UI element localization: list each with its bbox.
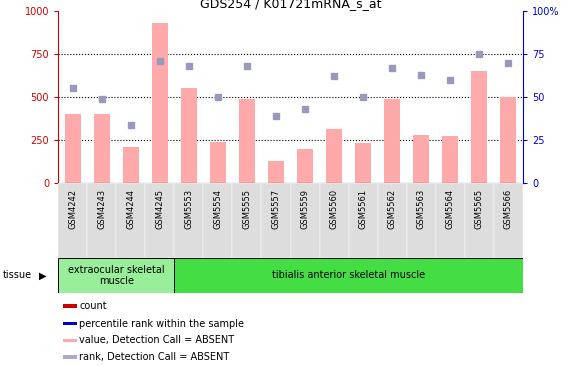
Text: percentile rank within the sample: percentile rank within the sample [79, 318, 244, 329]
Bar [407, 183, 436, 258]
Bar [116, 183, 145, 258]
Bar [203, 183, 232, 258]
Title: GDS254 / K01721mRNA_s_at: GDS254 / K01721mRNA_s_at [200, 0, 381, 10]
Text: rank, Detection Call = ABSENT: rank, Detection Call = ABSENT [79, 352, 229, 362]
Point [155, 58, 164, 64]
Text: GSM5565: GSM5565 [475, 189, 484, 229]
Point [388, 65, 397, 71]
Bar [413, 135, 429, 183]
Bar [326, 129, 342, 183]
Point [68, 86, 77, 92]
Point [475, 51, 484, 57]
Point [300, 106, 310, 112]
Text: GSM5555: GSM5555 [242, 189, 252, 229]
Text: extraocular skeletal
muscle: extraocular skeletal muscle [68, 265, 164, 286]
Bar [465, 183, 494, 258]
Bar [442, 136, 458, 183]
Bar [232, 183, 261, 258]
Point [184, 63, 193, 69]
Bar [63, 322, 77, 325]
Point [242, 63, 252, 69]
Bar [436, 183, 465, 258]
Text: GSM5557: GSM5557 [271, 189, 281, 229]
Bar [152, 23, 168, 183]
Text: GSM5559: GSM5559 [300, 189, 310, 229]
Text: GSM4242: GSM4242 [68, 189, 77, 229]
Bar [174, 258, 523, 293]
Bar [239, 99, 255, 183]
Bar [378, 183, 407, 258]
Point [97, 96, 106, 102]
Point [271, 113, 281, 119]
Point [213, 94, 223, 100]
Bar [349, 183, 378, 258]
Point [126, 122, 135, 127]
Point [446, 77, 455, 83]
Bar [290, 183, 320, 258]
Bar [63, 339, 77, 342]
Bar [384, 99, 400, 183]
Bar [268, 161, 284, 183]
Bar [500, 97, 517, 183]
Text: GSM5562: GSM5562 [388, 189, 397, 229]
Bar [210, 142, 226, 183]
Bar [181, 87, 197, 183]
Bar [355, 143, 371, 183]
Text: GSM4245: GSM4245 [155, 189, 164, 229]
Bar [261, 183, 290, 258]
Text: ▶: ▶ [39, 270, 46, 280]
Bar [123, 147, 139, 183]
Bar [87, 183, 116, 258]
Text: value, Detection Call = ABSENT: value, Detection Call = ABSENT [79, 335, 234, 346]
Bar [58, 183, 87, 258]
Bar [94, 114, 110, 183]
Bar [63, 304, 77, 308]
Bar [297, 149, 313, 183]
Text: GSM5561: GSM5561 [358, 189, 368, 229]
Bar [63, 355, 77, 359]
Text: GSM4244: GSM4244 [126, 189, 135, 229]
Text: tibialis anterior skeletal muscle: tibialis anterior skeletal muscle [272, 270, 425, 280]
Point [417, 72, 426, 78]
Bar [494, 183, 523, 258]
Text: GSM5560: GSM5560 [329, 189, 339, 229]
Text: GSM5566: GSM5566 [504, 189, 513, 229]
Text: GSM5563: GSM5563 [417, 189, 426, 229]
Point [329, 74, 339, 79]
Text: count: count [79, 301, 107, 311]
Text: GSM4243: GSM4243 [97, 189, 106, 229]
Bar [471, 71, 487, 183]
Bar [174, 183, 203, 258]
Text: GSM5564: GSM5564 [446, 189, 455, 229]
Point [504, 60, 513, 66]
Bar [145, 183, 174, 258]
Bar [58, 258, 174, 293]
Point [358, 94, 368, 100]
Bar [64, 114, 81, 183]
Text: tissue: tissue [3, 270, 32, 280]
Text: GSM5553: GSM5553 [184, 189, 193, 229]
Text: GSM5554: GSM5554 [213, 189, 223, 229]
Bar [320, 183, 349, 258]
